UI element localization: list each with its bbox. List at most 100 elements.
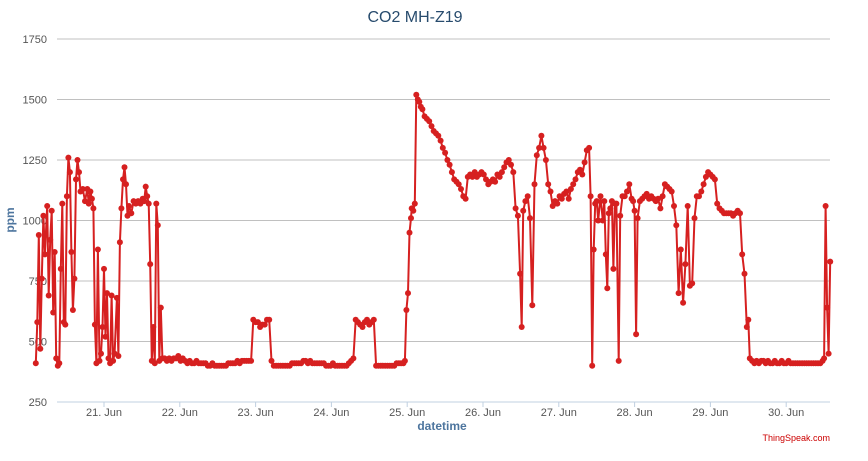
data-point[interactable] [120, 176, 126, 183]
data-point[interactable] [44, 203, 51, 209]
data-point[interactable] [266, 316, 273, 323]
data-point[interactable] [411, 200, 418, 207]
data-point[interactable] [615, 357, 622, 364]
data-point[interactable] [680, 299, 687, 306]
data-point[interactable] [123, 181, 129, 188]
data-point[interactable] [711, 176, 718, 183]
data-point[interactable] [62, 321, 69, 328]
data-point[interactable] [743, 324, 750, 330]
data-point[interactable] [581, 159, 588, 166]
data-point[interactable] [501, 164, 508, 171]
data-point[interactable] [522, 198, 529, 205]
data-point[interactable] [90, 205, 97, 212]
data-point[interactable] [745, 316, 752, 323]
data-point[interactable] [529, 302, 536, 309]
data-point[interactable] [602, 251, 609, 258]
data-point[interactable] [469, 173, 476, 180]
data-point[interactable] [510, 169, 517, 176]
data-point[interactable] [691, 215, 698, 222]
data-point[interactable] [121, 164, 128, 171]
data-point[interactable] [570, 181, 577, 188]
data-point[interactable] [572, 176, 579, 183]
data-point[interactable] [91, 321, 98, 328]
data-point[interactable] [558, 195, 565, 202]
data-point[interactable] [442, 149, 449, 156]
data-point[interactable] [401, 357, 408, 364]
data-point[interactable] [483, 176, 489, 183]
data-point[interactable] [634, 215, 641, 222]
data-point[interactable] [524, 193, 531, 200]
data-point[interactable] [268, 357, 275, 364]
data-point[interactable] [57, 265, 64, 272]
data-point[interactable] [540, 144, 547, 151]
data-point[interactable] [624, 188, 630, 195]
data-point[interactable] [821, 355, 828, 362]
data-point[interactable] [514, 212, 521, 219]
data-point[interactable] [104, 290, 110, 297]
data-point[interactable] [657, 205, 664, 212]
data-point[interactable] [126, 203, 132, 209]
data-point[interactable] [668, 188, 675, 195]
data-point[interactable] [66, 169, 73, 176]
data-point[interactable] [700, 181, 707, 188]
data-point[interactable] [63, 193, 70, 200]
data-point[interactable] [448, 169, 455, 176]
data-point[interactable] [527, 215, 533, 222]
data-point[interactable] [101, 265, 107, 272]
data-point[interactable] [154, 222, 161, 229]
data-point[interactable] [512, 205, 519, 212]
data-point[interactable] [626, 181, 633, 188]
data-point[interactable] [554, 200, 561, 207]
data-point[interactable] [53, 355, 60, 362]
data-point[interactable] [590, 246, 597, 253]
data-point[interactable] [520, 207, 527, 214]
data-point[interactable] [589, 362, 596, 369]
data-point[interactable] [492, 178, 499, 185]
data-point[interactable] [741, 270, 748, 277]
data-point[interactable] [59, 200, 66, 207]
data-point[interactable] [545, 181, 552, 188]
data-point[interactable] [34, 319, 41, 326]
data-point[interactable] [593, 198, 600, 205]
data-point[interactable] [35, 232, 42, 238]
data-point[interactable] [825, 350, 832, 357]
data-point[interactable] [597, 193, 604, 200]
data-point[interactable] [536, 144, 543, 151]
data-point[interactable] [586, 144, 593, 151]
data-point[interactable] [76, 169, 82, 176]
data-point[interactable] [413, 91, 420, 98]
data-point[interactable] [675, 290, 682, 297]
data-point[interactable] [102, 333, 109, 340]
data-point[interactable] [567, 186, 574, 192]
data-point[interactable] [714, 200, 721, 207]
data-point[interactable] [406, 229, 413, 236]
data-point[interactable] [565, 195, 572, 202]
data-point[interactable] [455, 181, 462, 188]
data-point[interactable] [547, 188, 554, 195]
data-point[interactable] [150, 324, 157, 330]
data-point[interactable] [458, 186, 464, 192]
data-point[interactable] [696, 193, 702, 200]
data-point[interactable] [144, 193, 151, 200]
data-point[interactable] [99, 324, 106, 330]
data-point[interactable] [579, 171, 586, 178]
data-point[interactable] [428, 123, 435, 130]
data-point[interactable] [38, 275, 45, 282]
data-point[interactable] [69, 307, 76, 313]
data-point[interactable] [617, 212, 624, 219]
data-point[interactable] [56, 360, 63, 367]
data-point[interactable] [105, 355, 112, 362]
data-point[interactable] [145, 200, 152, 207]
data-point[interactable] [671, 203, 677, 209]
data-point[interactable] [439, 144, 446, 151]
data-point[interactable] [577, 166, 583, 173]
data-point[interactable] [610, 265, 617, 272]
data-point[interactable] [79, 186, 86, 192]
data-point[interactable] [359, 324, 366, 330]
data-point[interactable] [71, 275, 78, 282]
data-point[interactable] [48, 207, 55, 214]
data-point[interactable] [254, 319, 261, 326]
data-point[interactable] [462, 195, 469, 202]
data-point[interactable] [480, 171, 487, 178]
data-point[interactable] [370, 316, 377, 323]
